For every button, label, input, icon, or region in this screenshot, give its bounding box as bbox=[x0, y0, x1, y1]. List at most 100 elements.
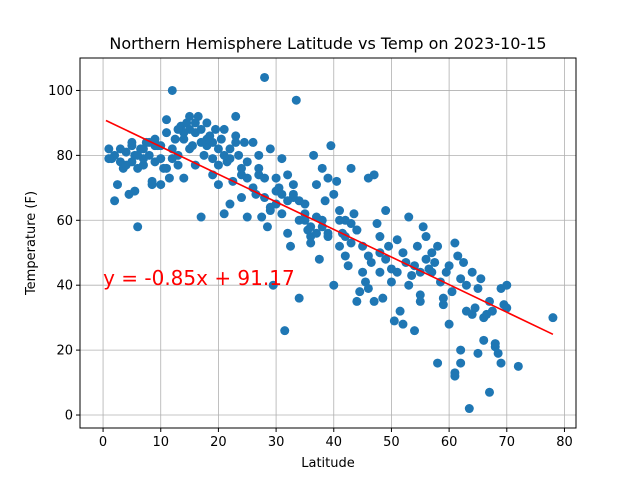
data-point bbox=[548, 313, 558, 323]
data-point bbox=[173, 124, 183, 134]
data-point bbox=[286, 241, 296, 251]
data-point bbox=[265, 144, 275, 154]
data-point bbox=[196, 212, 206, 222]
data-point bbox=[239, 137, 249, 147]
y-tick-label: 100 bbox=[48, 84, 73, 99]
data-point bbox=[421, 232, 431, 242]
x-axis-label: Latitude bbox=[301, 456, 355, 471]
data-points bbox=[104, 72, 558, 414]
data-point bbox=[433, 241, 443, 251]
data-point bbox=[384, 241, 394, 251]
data-point bbox=[412, 241, 422, 251]
data-point bbox=[311, 180, 321, 190]
data-point bbox=[187, 141, 197, 151]
data-point bbox=[513, 361, 523, 371]
data-point bbox=[421, 254, 431, 264]
data-point bbox=[288, 189, 298, 199]
data-point bbox=[306, 222, 316, 232]
data-point bbox=[268, 280, 278, 290]
data-point bbox=[167, 85, 177, 95]
data-point bbox=[219, 209, 229, 219]
data-point bbox=[179, 134, 189, 144]
data-point bbox=[456, 274, 466, 284]
data-point bbox=[219, 124, 229, 134]
data-point bbox=[294, 293, 304, 303]
data-point bbox=[236, 163, 246, 173]
y-tick-label: 20 bbox=[56, 344, 73, 359]
x-axis-ticks: 0 10 20 30 40 50 60 70 80 bbox=[99, 428, 573, 450]
data-point bbox=[283, 196, 293, 206]
data-point bbox=[294, 196, 304, 206]
data-point bbox=[104, 154, 114, 164]
data-point bbox=[306, 238, 316, 248]
data-point bbox=[329, 189, 339, 199]
y-tick-label: 0 bbox=[65, 409, 73, 424]
data-point bbox=[225, 144, 235, 154]
data-point bbox=[156, 154, 166, 164]
data-point bbox=[349, 209, 359, 219]
data-point bbox=[343, 261, 353, 271]
data-point bbox=[277, 209, 287, 219]
data-point bbox=[185, 111, 195, 121]
data-point bbox=[378, 293, 388, 303]
regression-equation-label: y = -0.85x + 91.17 bbox=[103, 266, 295, 290]
data-point bbox=[404, 280, 414, 290]
data-point bbox=[260, 72, 270, 82]
data-point bbox=[115, 144, 125, 154]
data-point bbox=[138, 160, 148, 170]
data-point bbox=[332, 176, 342, 186]
data-point bbox=[407, 270, 417, 280]
data-point bbox=[427, 248, 437, 258]
data-point bbox=[110, 196, 120, 206]
data-point bbox=[450, 371, 460, 381]
y-tick-label: 40 bbox=[56, 279, 73, 294]
data-point bbox=[493, 348, 503, 358]
data-point bbox=[329, 280, 339, 290]
y-axis-ticks: 0 20 40 60 80 100 bbox=[48, 84, 80, 424]
data-point bbox=[127, 137, 137, 147]
data-point bbox=[291, 95, 301, 105]
data-point bbox=[277, 154, 287, 164]
data-point bbox=[363, 283, 373, 293]
data-point bbox=[211, 124, 221, 134]
data-point bbox=[162, 163, 172, 173]
data-point bbox=[352, 225, 362, 235]
data-point bbox=[369, 170, 379, 180]
data-point bbox=[418, 222, 428, 232]
data-point bbox=[415, 296, 425, 306]
data-point bbox=[450, 238, 460, 248]
data-point bbox=[196, 124, 206, 134]
data-point bbox=[479, 335, 489, 345]
data-point bbox=[375, 232, 385, 242]
data-point bbox=[473, 348, 483, 358]
data-point bbox=[438, 293, 448, 303]
data-point bbox=[260, 173, 270, 183]
data-point bbox=[335, 241, 345, 251]
data-point bbox=[323, 228, 333, 238]
x-tick-label: 70 bbox=[499, 435, 516, 450]
data-point bbox=[340, 251, 350, 261]
data-point bbox=[459, 257, 469, 267]
data-point bbox=[410, 326, 420, 336]
data-point bbox=[208, 154, 218, 164]
data-point bbox=[162, 128, 172, 138]
data-point bbox=[355, 287, 365, 297]
data-point bbox=[438, 300, 448, 310]
data-point bbox=[404, 212, 414, 222]
data-point bbox=[335, 206, 345, 216]
data-point bbox=[130, 186, 140, 196]
data-point bbox=[133, 222, 143, 232]
data-point bbox=[104, 144, 114, 154]
data-point bbox=[271, 173, 281, 183]
data-point bbox=[461, 280, 471, 290]
data-point bbox=[162, 115, 172, 125]
data-point bbox=[456, 358, 466, 368]
data-point bbox=[375, 267, 385, 277]
data-point bbox=[346, 163, 356, 173]
data-point bbox=[398, 248, 408, 258]
data-point bbox=[369, 296, 379, 306]
data-point bbox=[231, 131, 241, 141]
plot-frame bbox=[79, 57, 577, 429]
data-point bbox=[490, 339, 500, 349]
